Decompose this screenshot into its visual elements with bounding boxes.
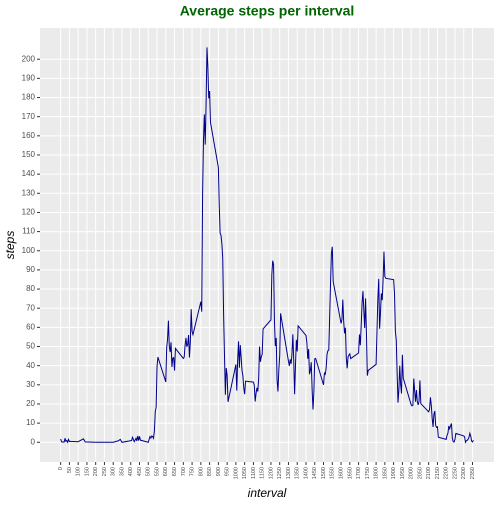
y-tick-label: 110: [22, 227, 35, 236]
data-line: [60, 47, 474, 444]
x-tick-label: 2000: [409, 467, 415, 479]
x-tick-label: 2350: [470, 467, 476, 479]
y-tick-label: 10: [26, 418, 35, 427]
x-tick-label: 1300: [286, 467, 292, 479]
x-tick-label: 650: [172, 467, 178, 476]
x-tick-label: 1150: [260, 467, 266, 479]
x-tick-label: 1450: [312, 467, 318, 479]
y-tick-label: 160: [22, 131, 36, 140]
x-tick-label: 1400: [303, 467, 309, 479]
x-tick-label: 1250: [277, 467, 283, 479]
x-tick-label: 1600: [338, 467, 344, 479]
x-tick-label: 950: [225, 467, 231, 476]
x-tick-label: 1100: [251, 467, 257, 479]
y-tick-label: 80: [26, 284, 35, 293]
x-tick-label: 250: [102, 467, 108, 476]
x-tick-label: 750: [190, 467, 196, 476]
x-tick-label: 150: [84, 467, 90, 476]
x-tick-label: 2050: [417, 467, 423, 479]
y-tick-label: 70: [26, 303, 35, 312]
y-tick-label: 60: [26, 322, 35, 331]
x-tick-label: 1800: [374, 467, 380, 479]
x-tick-label: 400: [128, 467, 134, 476]
chart-title: Average steps per interval: [180, 3, 355, 19]
x-tick-label: 1950: [400, 467, 406, 479]
x-tick-label: 2300: [461, 467, 467, 479]
panel: [40, 28, 494, 462]
x-tick-label: 300: [111, 467, 117, 476]
x-tick-label: 850: [207, 467, 213, 476]
x-tick-label: 1050: [242, 467, 248, 479]
x-tick-label: 450: [137, 467, 143, 476]
x-tick-label: 600: [163, 467, 169, 476]
y-tick-label: 20: [26, 399, 35, 408]
x-tick-label: 2250: [452, 467, 458, 479]
x-tick-label: 1000: [233, 467, 239, 479]
y-tick-label: 30: [26, 380, 35, 389]
y-tick-label: 140: [22, 169, 36, 178]
x-tick-label: 2150: [435, 467, 441, 479]
x-tick-label: 100: [76, 467, 82, 476]
y-tick-label: 190: [22, 73, 36, 82]
y-tick-label: 150: [22, 150, 36, 159]
x-tick-label: 1350: [295, 467, 301, 479]
x-tick-label: 500: [146, 467, 152, 476]
y-tick-label: 0: [31, 437, 36, 446]
y-tick-label: 90: [26, 265, 35, 274]
x-tick-label: 50: [67, 467, 73, 473]
x-tick-label: 2200: [444, 467, 450, 479]
x-tick-label: 900: [216, 467, 222, 476]
x-tick-label: 1500: [321, 467, 327, 479]
y-axis-label: steps: [3, 231, 17, 260]
y-tick-label: 100: [22, 246, 36, 255]
y-tick-label: 40: [26, 361, 35, 370]
x-axis-label: interval: [248, 486, 287, 500]
x-tick-label: 1650: [347, 467, 353, 479]
x-tick-label: 550: [154, 467, 160, 476]
x-tick-label: 700: [181, 467, 187, 476]
y-tick-label: 180: [22, 93, 36, 102]
x-tick-label: 1850: [382, 467, 388, 479]
x-tick-label: 1900: [391, 467, 397, 479]
x-tick-label: 1200: [268, 467, 274, 479]
x-tick-label: 0: [58, 467, 64, 470]
x-tick-label: 1700: [356, 467, 362, 479]
y-tick-label: 130: [22, 188, 36, 197]
x-tick-label: 800: [198, 467, 204, 476]
x-tick-label: 1750: [365, 467, 371, 479]
y-tick-label: 200: [22, 54, 36, 63]
y-tick-label: 170: [22, 112, 36, 121]
x-tick-label: 1550: [330, 467, 336, 479]
x-tick-label: 200: [93, 467, 99, 476]
x-tick-label: 350: [119, 467, 125, 476]
x-tick-label: 2100: [426, 467, 432, 479]
y-tick-label: 120: [22, 208, 36, 217]
y-tick-label: 50: [26, 342, 35, 351]
